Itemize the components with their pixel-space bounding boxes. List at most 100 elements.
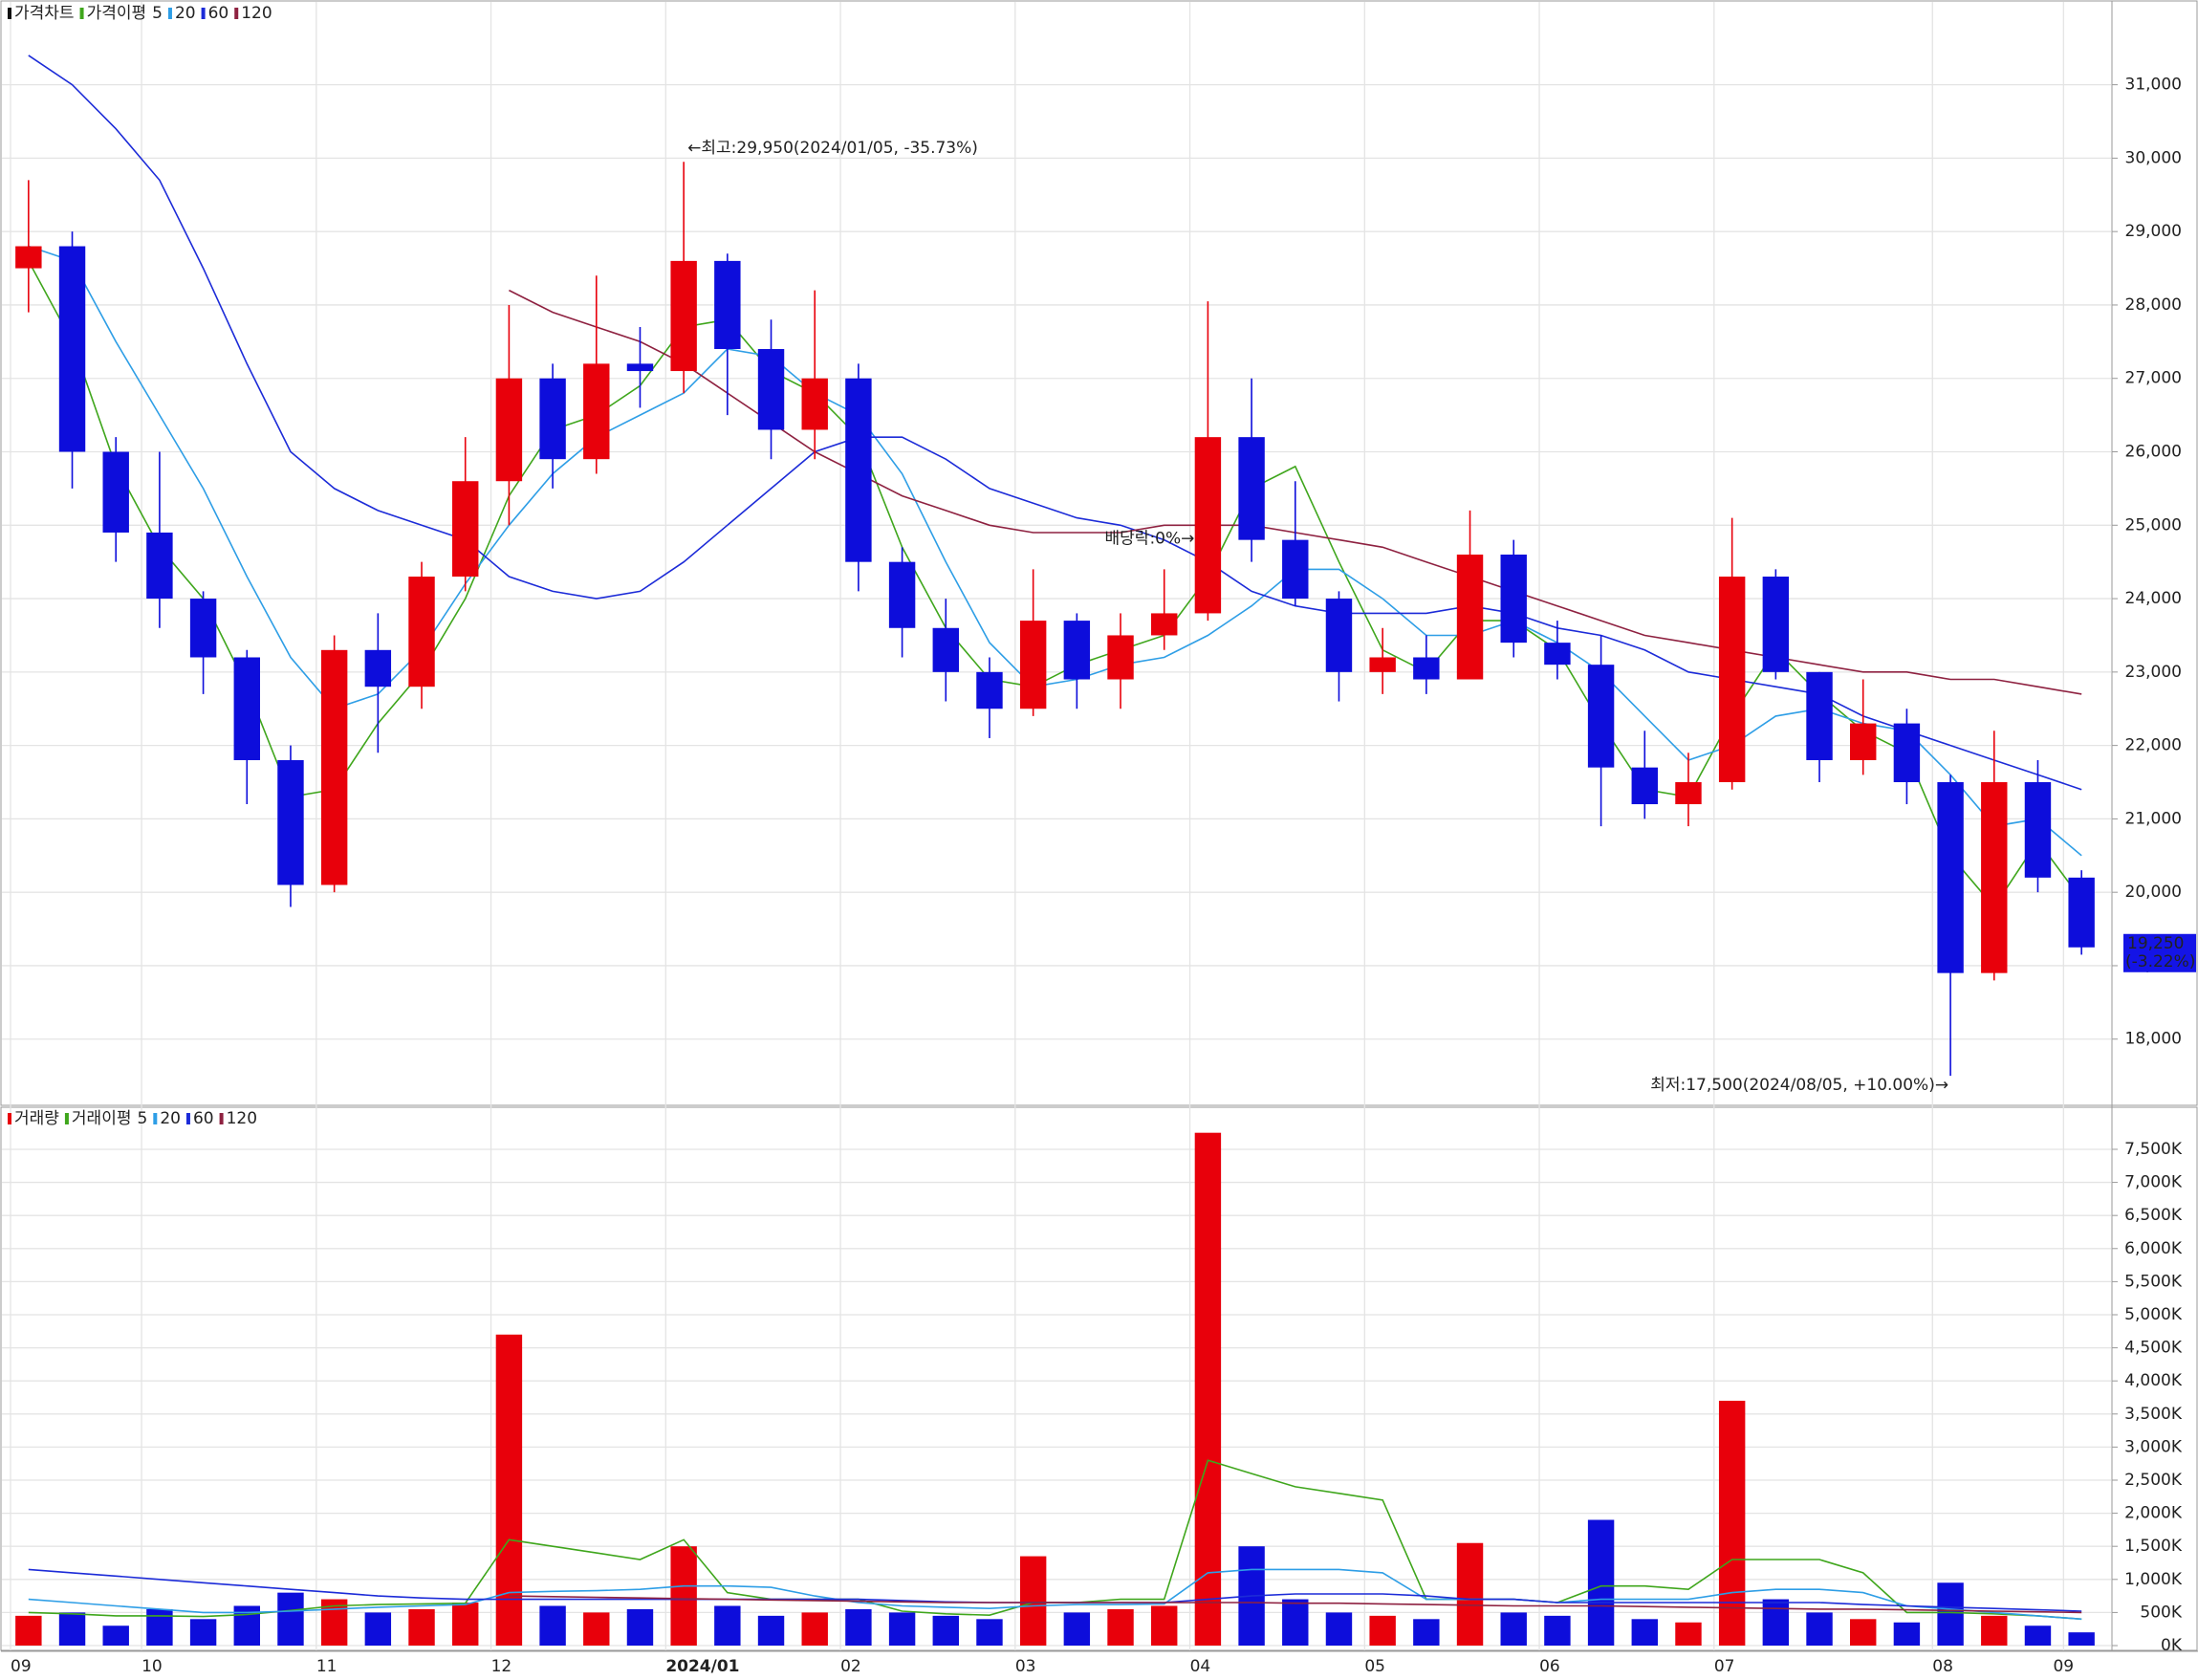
volume-bar [102,1625,129,1646]
x-tick-label: 02 [840,1657,861,1676]
y-tick-label: 6,000K [2124,1239,2183,1258]
y-tick-label: 30,000 [2125,148,2182,167]
volume-bar [2068,1632,2095,1646]
legend-swatch [79,8,84,19]
legend-text: 20 [160,1109,181,1128]
candle-body [58,246,86,452]
candle-body [1456,555,1484,680]
ma-line [28,1459,2082,1621]
x-tick-label: 03 [1015,1657,1036,1676]
candle-body [1019,621,1047,709]
legend-swatch [201,8,206,19]
legend-swatch [167,8,172,19]
y-tick-label: 26,000 [2125,443,2182,462]
candle-body [1500,555,1527,644]
volume-bar [976,1619,1003,1646]
candle-body [277,759,304,885]
y-tick-label: 4,500K [2124,1339,2183,1358]
annotation-dividend: 배당락:0%→ [1105,529,1195,548]
volume-bar [888,1612,916,1646]
x-tick-label: 10 [141,1657,163,1676]
candle-body [320,649,348,885]
candle-body [1282,539,1309,600]
volume-bar [1282,1599,1309,1646]
ma-line [28,1568,2082,1621]
volume-bar [1151,1605,1178,1646]
candle-body [233,657,260,760]
y-tick-label: 6,500K [2124,1206,2183,1225]
volume-bar [757,1615,785,1646]
candle-body [1325,599,1353,672]
candle-body [1718,577,1746,783]
volume-bar [58,1612,86,1646]
candle-body [757,349,785,430]
candle-body [1762,577,1790,672]
volume-bar [1019,1556,1047,1646]
y-tick-label: 7,000K [2124,1173,2183,1192]
y-tick-label: 0K [2161,1636,2183,1655]
y-tick-label: 29,000 [2125,222,2182,241]
candle-body [102,451,129,533]
candle-body [146,532,173,600]
volume-bar [845,1608,872,1646]
legend-swatch [185,1113,190,1124]
volume-bar [1369,1615,1396,1646]
candle-body [583,363,610,460]
volume-bar [1413,1619,1440,1646]
x-tick-label: 04 [1190,1657,1211,1676]
volume-bar [932,1615,959,1646]
x-tick-label: 05 [1364,1657,1385,1676]
x-tick-label: 11 [316,1657,337,1676]
candle-body [801,378,828,430]
y-tick-label: 3,000K [2124,1437,2183,1456]
x-tick-label: 09 [2053,1657,2074,1676]
volume-bar [714,1605,741,1646]
volume-bar [1850,1619,1877,1646]
volume-bar [1718,1400,1746,1646]
y-tick-label: 1,000K [2124,1570,2183,1589]
candle-body [2068,877,2095,948]
volume-bar [495,1334,523,1646]
legend-text: 60 [208,4,229,23]
candle-body [1893,723,1921,783]
y-tick-label: 25,000 [2125,515,2182,535]
candle-body [845,378,872,562]
last-price-box [2123,933,2196,972]
legend-text: 60 [193,1109,214,1128]
volume-bar [1325,1612,1353,1646]
y-tick-label: 2,000K [2124,1504,2183,1523]
candle-body [976,671,1003,709]
volume-bar [277,1592,304,1646]
volume-bar [364,1612,392,1646]
candle-body [1194,437,1222,614]
legend-text: 5 [152,4,163,23]
legend-swatch [8,8,11,19]
candle-body [539,378,566,460]
volume-bar [1544,1615,1571,1646]
candle-body [1107,635,1134,680]
candle-body [15,246,42,269]
candle-body [670,260,697,372]
candle-body [888,561,916,628]
candle-body [1806,671,1833,760]
y-tick-label: 23,000 [2125,663,2182,682]
candle-body [626,363,654,372]
legend-swatch [153,1113,158,1124]
legend-text: 20 [175,4,196,23]
volume-bar [1587,1519,1615,1646]
legend-text: 5 [137,1109,147,1128]
legend-swatch [8,1113,11,1124]
x-tick-label: 08 [1932,1657,1953,1676]
y-tick-label: 28,000 [2125,295,2182,315]
volume-bar [1806,1612,1833,1646]
annotation-low: 최저:17,500(2024/08/05, +10.00%)→ [1650,1076,1948,1095]
candle-body [1981,782,2008,973]
candle-body [189,599,217,658]
volume-bar [1631,1619,1658,1646]
candle-body [932,627,959,672]
y-tick-label: 3,500K [2124,1405,2183,1424]
candle-body [1238,437,1265,540]
legend-text: 거래량 [14,1109,59,1128]
x-tick-label: 06 [1539,1657,1560,1676]
